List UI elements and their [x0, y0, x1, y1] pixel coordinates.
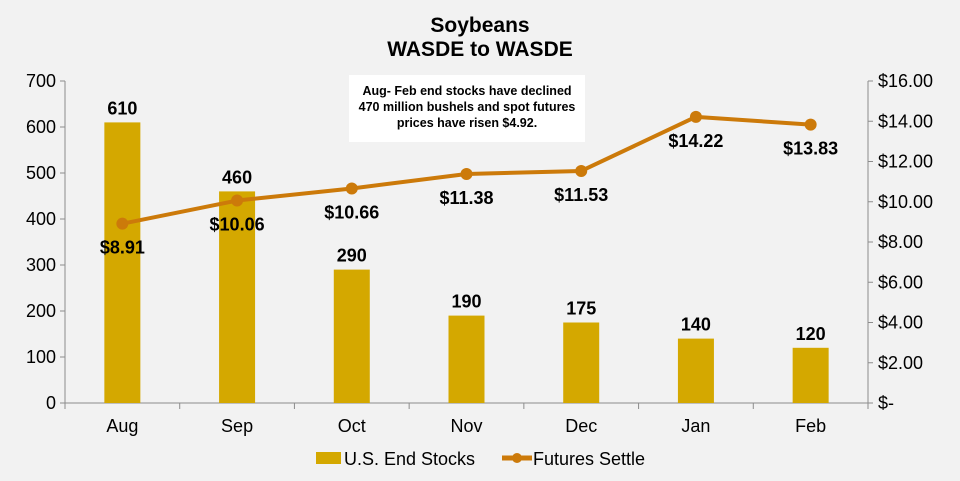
annotation-line: prices have risen $4.92.	[396, 116, 538, 130]
bar-data-label: 610	[107, 98, 137, 118]
legend-label-end-stocks: U.S. End Stocks	[344, 449, 475, 469]
legend: U.S. End Stocks Futures Settle	[316, 449, 645, 469]
bar-end-stocks	[333, 269, 370, 403]
bar-end-stocks	[448, 315, 485, 403]
right-axis-tick-label: $8.00	[878, 232, 923, 252]
futures-data-label: $8.91	[100, 238, 145, 258]
bar-data-label: 175	[566, 299, 596, 319]
bar-end-stocks	[792, 347, 829, 403]
annotation-box: Aug- Feb end stocks have declined 470 mi…	[349, 75, 585, 142]
chart-title-line1: Soybeans	[430, 14, 529, 37]
futures-point	[231, 194, 244, 207]
bar-data-label: 120	[796, 324, 826, 344]
x-axis-tick-label: Jan	[681, 416, 710, 436]
futures-point	[116, 217, 129, 230]
left-axis-tick-label: 100	[26, 347, 56, 367]
futures-data-label: $10.06	[210, 215, 265, 235]
left-axis-tick-label: 200	[26, 301, 56, 321]
futures-point	[345, 182, 358, 195]
bar-end-stocks	[563, 322, 600, 403]
annotation-line: 470 million bushels and spot futures	[358, 100, 576, 114]
futures-point	[460, 167, 473, 180]
bar-end-stocks	[104, 122, 141, 404]
x-axis-tick-label: Sep	[221, 416, 253, 436]
x-axis-tick-label: Dec	[565, 416, 597, 436]
futures-data-label: $11.38	[439, 188, 493, 208]
right-axis-tick-label: $4.00	[878, 313, 923, 333]
legend-swatch-futures-marker	[512, 453, 522, 463]
right-axis-tick-label: $12.00	[878, 152, 933, 172]
right-axis-tick-label: $-	[878, 393, 894, 413]
right-axis-tick-label: $2.00	[878, 353, 923, 373]
legend-swatch-end-stocks	[316, 452, 341, 464]
right-axis-tick-label: $16.00	[878, 71, 933, 91]
right-axis-tick-label: $10.00	[878, 192, 933, 212]
futures-point	[689, 110, 702, 123]
futures-data-label: $14.22	[668, 131, 723, 151]
left-axis-tick-label: 600	[26, 117, 56, 137]
right-axis-tick-label: $6.00	[878, 272, 923, 292]
left-axis-tick-label: 500	[26, 163, 56, 183]
right-axis-tick-label: $14.00	[878, 111, 933, 131]
futures-data-label: $11.53	[554, 185, 608, 205]
chart-title-line2: WASDE to WASDE	[387, 38, 573, 61]
bar-end-stocks	[219, 191, 256, 403]
left-axis-tick-label: 300	[26, 255, 56, 275]
x-axis-tick-label: Nov	[450, 416, 482, 436]
futures-point	[575, 164, 588, 177]
left-axis-tick-label: 400	[26, 209, 56, 229]
bar-end-stocks	[677, 338, 714, 403]
legend-label-futures: Futures Settle	[533, 449, 645, 469]
bar-data-label: 190	[451, 292, 481, 312]
bar-data-label: 140	[681, 315, 711, 335]
x-axis-tick-label: Aug	[106, 416, 138, 436]
bar-data-label: 460	[222, 167, 252, 187]
x-axis-tick-label: Feb	[795, 416, 826, 436]
annotation-line: Aug- Feb end stocks have declined	[362, 84, 572, 98]
x-axis-tick-label: Oct	[338, 416, 366, 436]
futures-data-label: $13.83	[783, 139, 838, 159]
futures-point	[804, 118, 817, 131]
left-axis-tick-label: 700	[26, 71, 56, 91]
left-axis-tick-label: 0	[46, 393, 56, 413]
bar-data-label: 290	[337, 246, 367, 266]
futures-data-label: $10.66	[324, 202, 379, 222]
